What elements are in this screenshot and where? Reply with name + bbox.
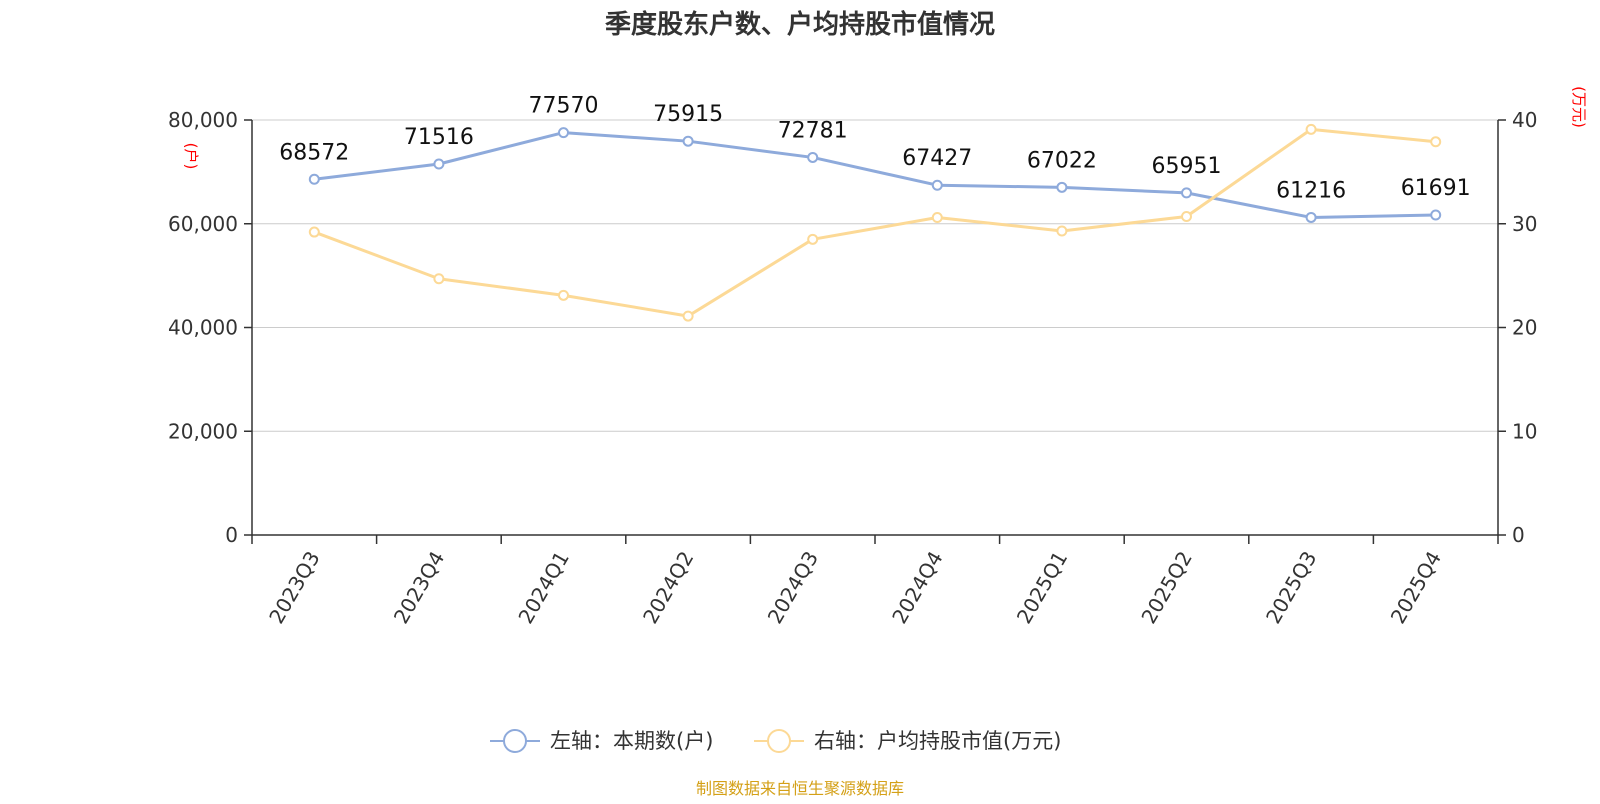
shareholders-point-marker <box>1305 211 1317 223</box>
avg-holding-value-point-marker <box>807 233 819 245</box>
shareholders-point-marker <box>558 127 569 139</box>
shareholders-point-marker <box>1056 181 1068 193</box>
shareholders-point-marker <box>1181 187 1192 199</box>
shareholders-data-label: 77570 <box>529 94 599 119</box>
shareholders-point-marker <box>1430 209 1442 221</box>
data-labels: 68572 71516 77570 75915 72781 67427 67022 65951… <box>279 94 1470 204</box>
shareholders-data-label: 61216 <box>1276 178 1346 203</box>
x-axis-category-label: 2024Q3 <box>763 547 823 628</box>
shareholders-data-label: 71516 <box>404 125 474 150</box>
x-axis-category-label: 2023Q4 <box>389 547 449 628</box>
x-axis-category-label: 2024Q1 <box>513 547 573 628</box>
left-axis-tick-label: 0 <box>225 523 238 547</box>
avg-holding-value-point-marker <box>1181 210 1192 222</box>
avg-holding-value-point-marker <box>558 289 569 301</box>
shareholders-point-marker <box>931 179 943 191</box>
right-axis-tick-label: 40 <box>1512 108 1537 132</box>
avg-holding-value-point-marker <box>682 310 694 322</box>
series-line-avg-holding-value <box>313 127 1436 318</box>
legend-label-right-series: 右轴：户均持股市值(万元) <box>814 729 1061 753</box>
shareholders-data-label: 67427 <box>902 146 972 171</box>
series-lines <box>308 123 1442 322</box>
legend: 左轴：本期数(户) 右轴：户均持股市值(万元) <box>490 729 1061 753</box>
x-axis-category-label: 2024Q2 <box>638 547 698 628</box>
shareholders-point-marker <box>308 173 320 185</box>
legend-item-left-series[interactable]: 左轴：本期数(户) <box>490 729 713 753</box>
shareholders-data-label: 65951 <box>1152 154 1222 179</box>
left-axis-unit-label: (户) <box>182 143 200 170</box>
shareholders-data-label: 75915 <box>653 102 723 127</box>
legend-swatch-marker-left <box>503 729 527 753</box>
legend-swatch-marker-right <box>767 729 791 753</box>
avg-holding-value-point-marker <box>1056 225 1068 237</box>
x-axis-category-label: 2025Q4 <box>1386 547 1446 628</box>
legend-item-right-series[interactable]: 右轴：户均持股市值(万元) <box>754 729 1061 753</box>
shareholders-data-label: 72781 <box>778 118 848 143</box>
legend-label-left-series: 左轴：本期数(户) <box>550 729 713 753</box>
shareholders-point-marker <box>807 151 819 163</box>
shareholders-point-marker <box>433 158 445 170</box>
x-axis-category-label: 2025Q3 <box>1261 547 1321 628</box>
avg-holding-value-point-marker <box>1305 123 1317 135</box>
right-axis-tick-label: 10 <box>1512 419 1537 443</box>
shareholders-data-label: 67022 <box>1027 148 1097 173</box>
left-axis-tick-label: 60,000 <box>168 212 238 236</box>
x-axis-category-label: 2025Q1 <box>1012 547 1072 628</box>
x-axis-category-label: 2023Q3 <box>264 547 324 628</box>
avg-holding-value-point-marker <box>931 212 943 224</box>
right-axis-tick-label: 30 <box>1512 212 1537 236</box>
shareholders-data-label: 61691 <box>1401 176 1471 201</box>
left-axis-tick-label: 40,000 <box>168 316 238 340</box>
avg-holding-value-point-marker <box>433 273 445 285</box>
x-axis-category-label: 2025Q2 <box>1136 547 1196 628</box>
right-axis-tick-label: 20 <box>1512 316 1537 340</box>
right-axis-unit-label: (万元) <box>1570 86 1588 128</box>
x-axis-category-label: 2024Q4 <box>887 547 947 628</box>
shareholders-data-label: 68572 <box>279 140 349 165</box>
avg-holding-value-point-marker <box>308 226 320 238</box>
grid-lines <box>252 119 1498 432</box>
left-axis-tick-label: 80,000 <box>168 108 238 132</box>
right-axis-tick-label: 0 <box>1512 523 1525 547</box>
series-line-shareholders <box>314 131 1436 219</box>
avg-holding-value-point-marker <box>1430 136 1442 148</box>
data-source-note: 制图数据来自恒生聚源数据库 <box>696 779 904 798</box>
left-axis-tick-label: 20,000 <box>168 419 238 443</box>
chart-title: 季度股东户数、户均持股市值情况 <box>605 9 995 40</box>
shareholders-point-marker <box>682 135 694 147</box>
